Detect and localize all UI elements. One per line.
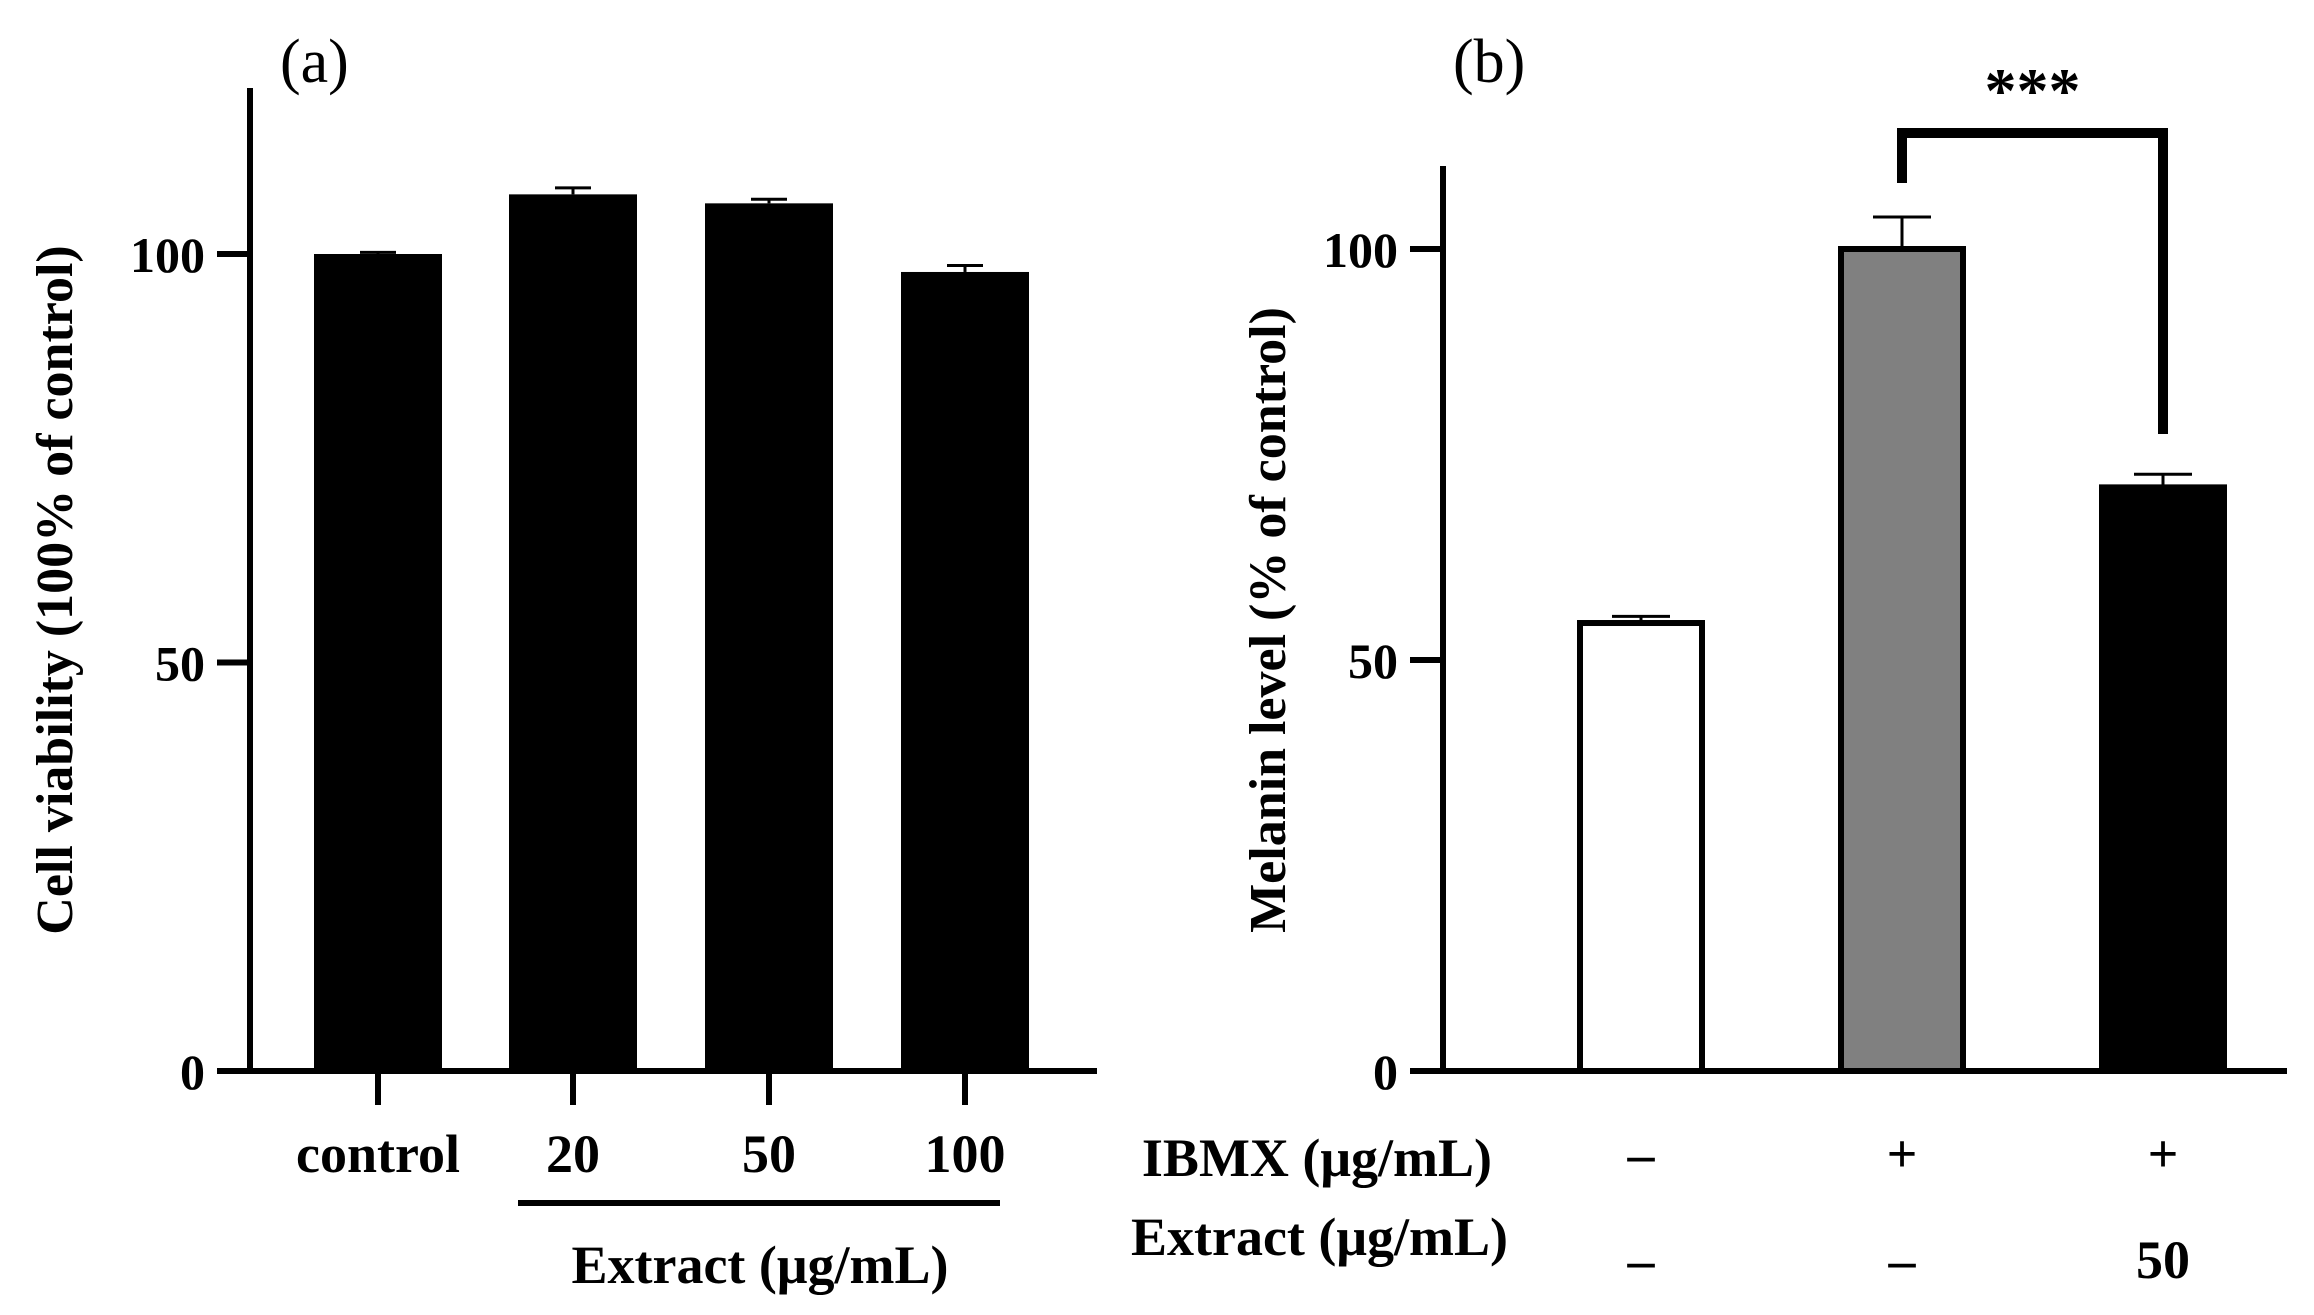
panel-a-y-tick-label: 0 <box>180 1044 205 1100</box>
panel-a-x-tick-label: control <box>296 1124 460 1184</box>
panel-b-ibmx-value: + <box>2148 1124 2179 1184</box>
panel-a-bar-3 <box>901 271 1029 1071</box>
panel-b-y-tick-label: 0 <box>1373 1044 1398 1100</box>
panel-b-significance-label: *** <box>1985 55 2081 126</box>
panel-b-ibmx-row-label: IBMX (μg/mL) <box>1142 1128 1492 1188</box>
panel-b-extract-row-label: Extract (μg/mL) <box>1131 1207 1508 1267</box>
panel-a-x-tick-label: 20 <box>546 1124 600 1184</box>
panel-a-label: (a) <box>280 28 349 96</box>
panel-b-ibmx-value: – <box>1627 1124 1656 1184</box>
panel-b-y-axis-label: Melanin level (% of control) <box>1240 307 1297 933</box>
panel-a-bar-0 <box>314 254 442 1071</box>
panel-b-y-tick-label: 100 <box>1323 222 1398 278</box>
panel-a-x-tick-label: 100 <box>925 1124 1006 1184</box>
panel-b-extract-value: 50 <box>2136 1230 2190 1290</box>
panel-a-bar-2 <box>705 203 833 1071</box>
panel-b-extract-value: – <box>1888 1230 1917 1290</box>
panel-a-y-axis-label: Cell viability (100% of control) <box>27 245 84 934</box>
panel-b-ibmx-value: + <box>1887 1124 1918 1184</box>
panel-a-y-tick-label: 50 <box>155 636 205 692</box>
panel-a-group-label: Extract (μg/mL) <box>572 1235 949 1295</box>
panel-b-significance-bracket <box>1897 128 2168 434</box>
panel-b-label: (b) <box>1453 28 1525 96</box>
panel-b-bar-0 <box>1577 620 1705 1074</box>
panel-b-chart: (b) Melanin level (% of control) 050100 … <box>1131 28 2287 1290</box>
panel-b-y-tick-label: 50 <box>1348 633 1398 689</box>
panel-b-bar-2 <box>2099 484 2227 1074</box>
panel-a-chart: (a) Cell viability (100% of control) 0 50… <box>27 28 1097 1295</box>
panel-a-x-tick-label: 50 <box>742 1124 796 1184</box>
panel-b-extract-value: – <box>1627 1230 1656 1290</box>
panel-a-y-tick-label: 100 <box>130 227 205 283</box>
panel-a-bar-1 <box>509 194 637 1071</box>
panel-b-bar-1 <box>1838 246 1966 1074</box>
